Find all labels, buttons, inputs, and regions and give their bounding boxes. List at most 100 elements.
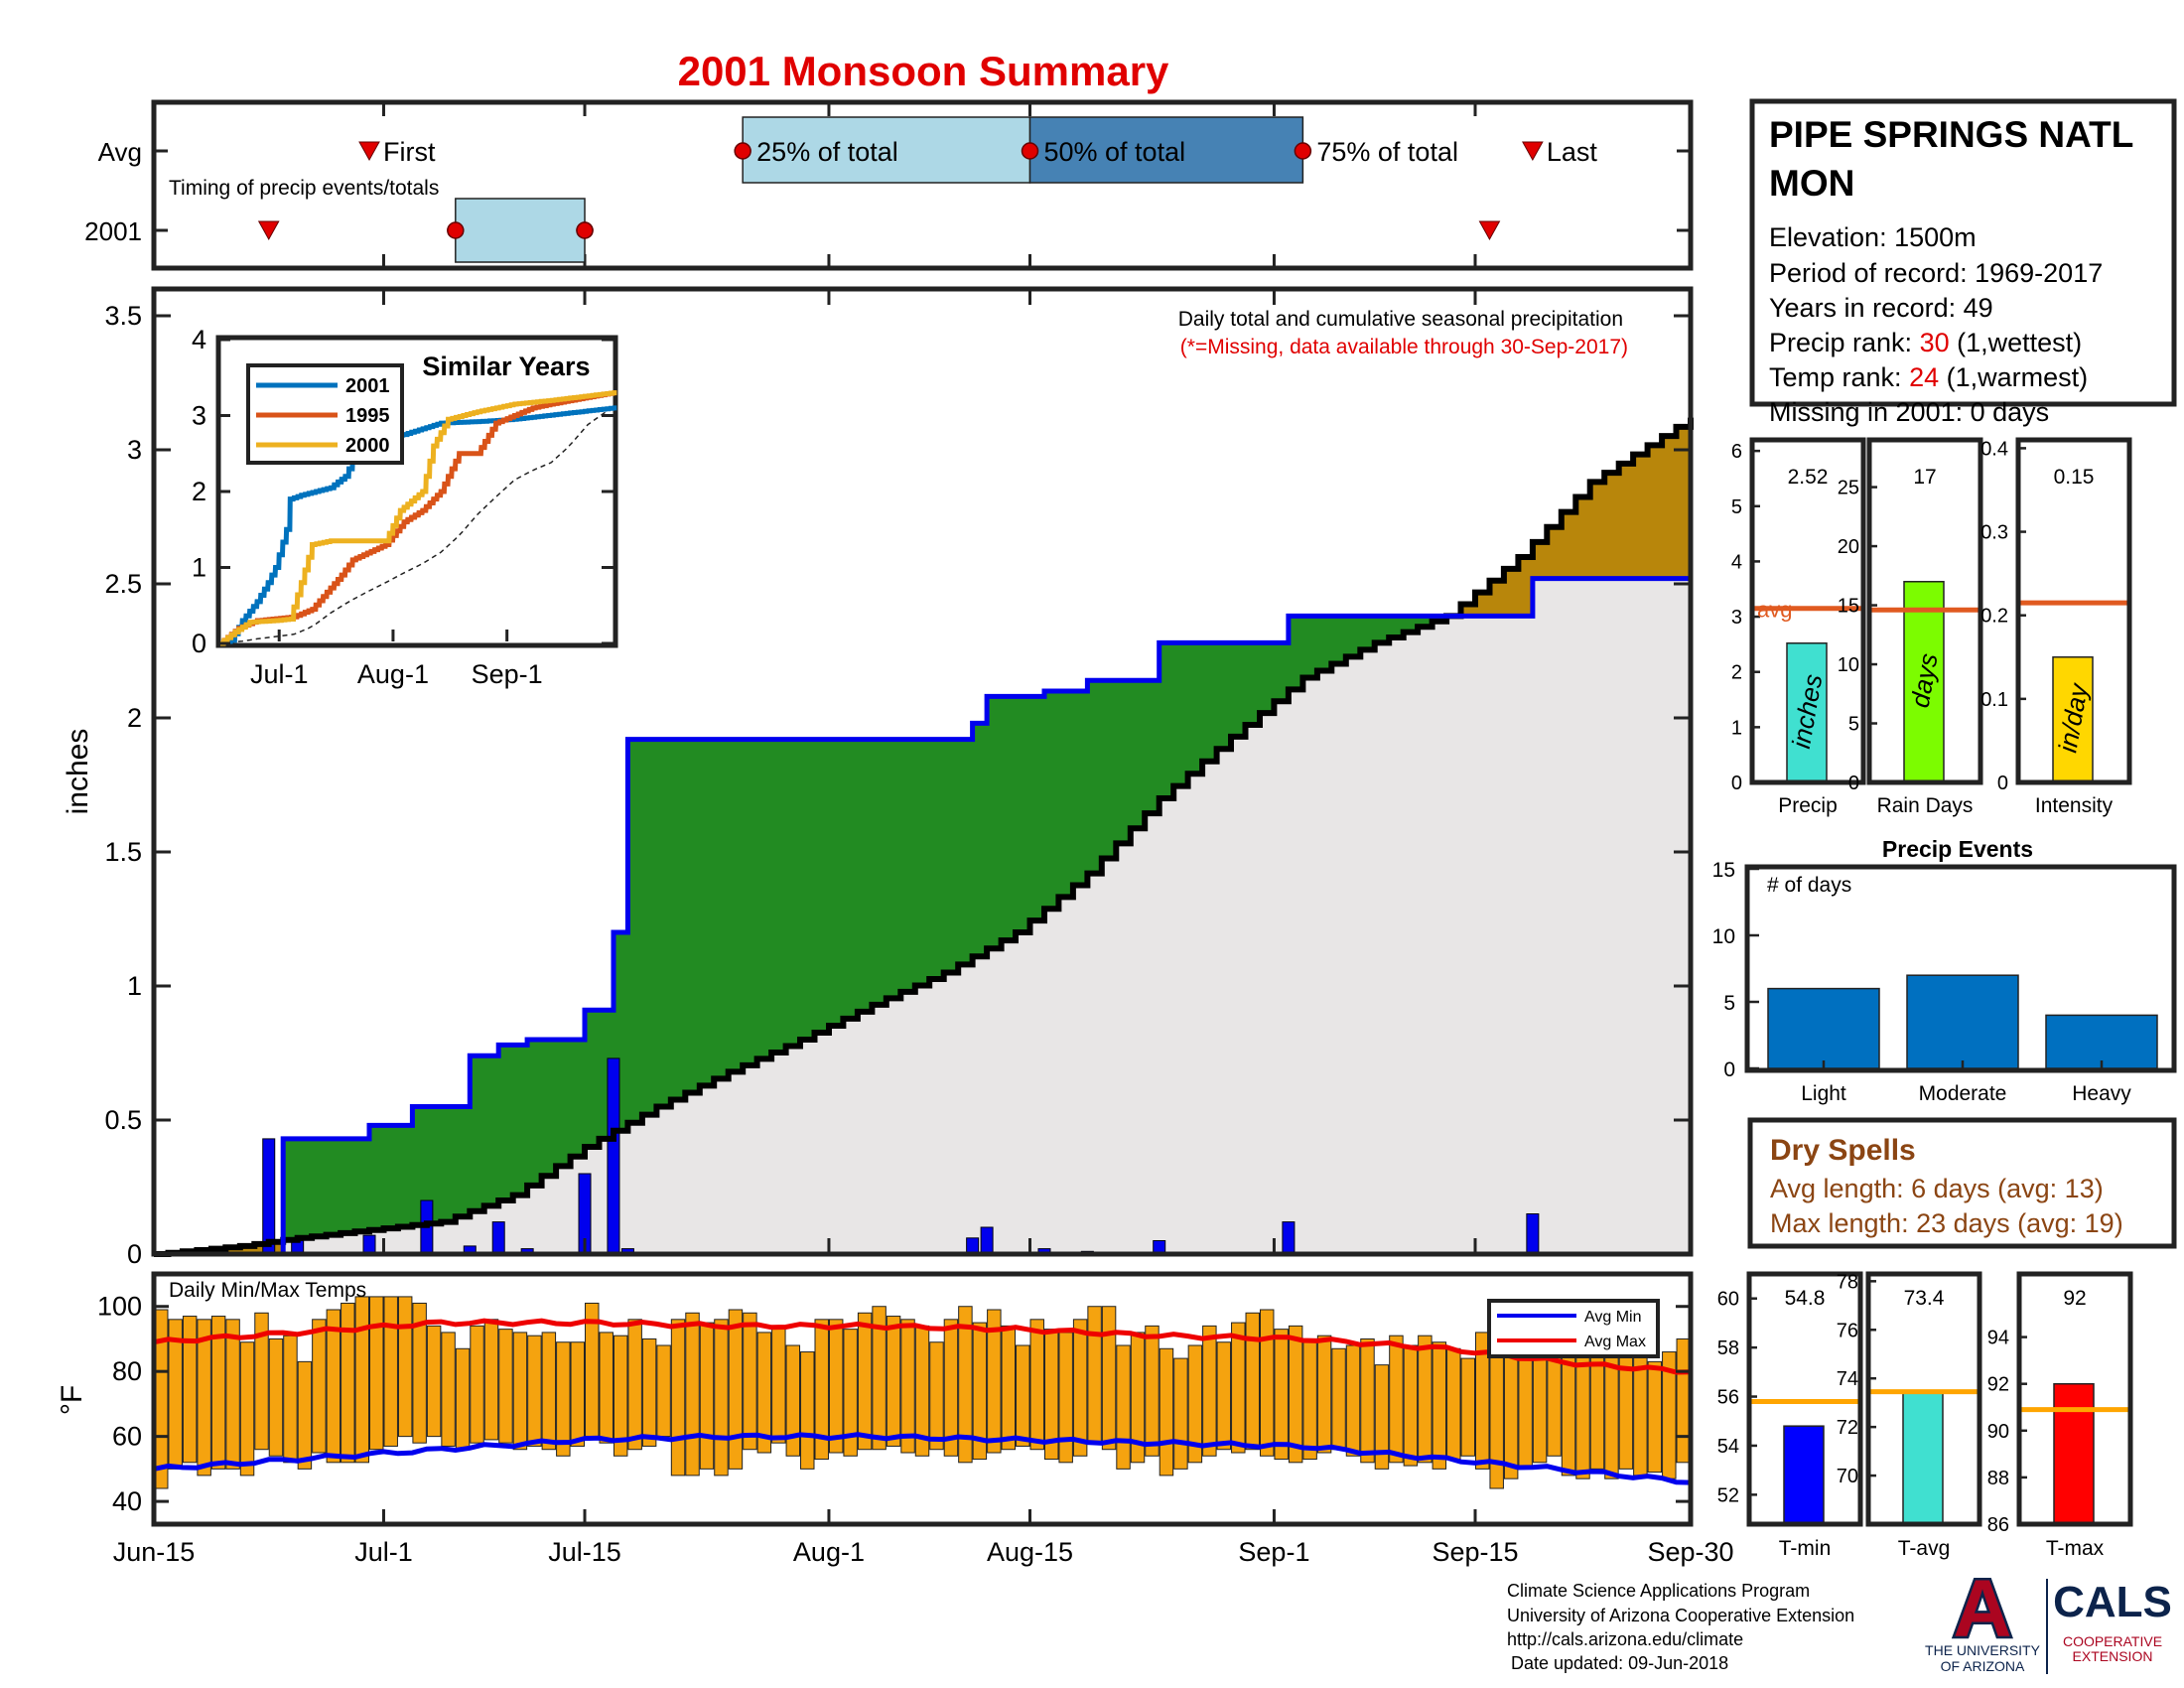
temp-range-bar — [728, 1309, 744, 1470]
stat-y-tick-label: 1 — [1731, 717, 1742, 739]
footer: Climate Science Applications Program Uni… — [1507, 1562, 2172, 1674]
above-avg-area — [154, 417, 1691, 1255]
x-tick-label: Sep-30 — [1647, 1537, 1733, 1567]
timing-row-year: 2001 — [84, 216, 142, 246]
inset-y-tick-label: 3 — [192, 401, 206, 431]
temp-stat-label: T-avg — [1898, 1537, 1951, 1560]
temp-range-bar — [1116, 1344, 1131, 1470]
first-label: First — [383, 137, 436, 167]
temp-panel-t-min: 54.8 T-min 52 54 56 58 60 — [1717, 1271, 1863, 1560]
period-of-record: Period of record: 1969-2017 — [1769, 258, 2103, 288]
temp-range-bar — [828, 1319, 844, 1454]
ua-logo-line2: OF ARIZONA — [1941, 1658, 2025, 1674]
stat-y-tick-label: 4 — [1731, 551, 1742, 573]
temp-range-bar — [556, 1341, 571, 1457]
inset-x-tick-label: Aug-1 — [357, 659, 429, 689]
temp-range-bar — [283, 1335, 298, 1464]
temp-range-bar — [699, 1322, 715, 1470]
inset-title: Similar Years — [422, 352, 590, 381]
temp-y-tick-label: 40 — [112, 1486, 142, 1516]
avg-first-marker — [358, 141, 380, 162]
event-y-tick-label: 10 — [1712, 925, 1735, 948]
temp-range-bar — [210, 1316, 226, 1470]
temp-stat-y-tick-label: 56 — [1717, 1387, 1739, 1409]
stat-y-tick-label: 2 — [1731, 662, 1742, 684]
temp-range-bar — [1575, 1337, 1590, 1479]
y-tick-label: 0.5 — [104, 1105, 142, 1135]
years-in-record: Years in record: 49 — [1769, 293, 1993, 323]
temp-range-bar — [512, 1332, 528, 1451]
stat-y-tick-label: 0.4 — [1980, 438, 2008, 460]
stat-panel-frame — [2015, 437, 2132, 785]
temps-ylabel: °F — [56, 1385, 88, 1415]
temp-range-bar — [1589, 1351, 1605, 1470]
temp-stat-y-tick-label: 58 — [1717, 1337, 1739, 1359]
temp-range-bar — [1302, 1337, 1317, 1461]
temp-range-bar — [1345, 1344, 1361, 1457]
daily-precip-bar — [607, 1057, 620, 1255]
event-bar — [2045, 1014, 2158, 1069]
temp-range-bar — [1016, 1344, 1030, 1447]
temp-stat-label: T-min — [1779, 1537, 1832, 1560]
temp-range-bar — [498, 1329, 513, 1444]
temp-range-bar — [972, 1322, 988, 1461]
stat-bar — [2052, 656, 2094, 783]
temp-panel-t-max: 92 T-max 86 88 90 92 94 — [1987, 1271, 2133, 1560]
temp-panel-t-avg: 73.4 T-avg 70 72 74 76 78 — [1837, 1271, 1982, 1560]
year-quartile-box — [455, 198, 586, 263]
temp-stat-bar — [2053, 1382, 2095, 1525]
temp-range-bar — [297, 1360, 313, 1470]
temp-range-bar — [843, 1329, 858, 1457]
temp-range-bar — [1474, 1332, 1490, 1470]
legend-avg-min: Avg Min — [1584, 1309, 1642, 1326]
temp-range-bar — [1331, 1347, 1346, 1451]
temp-range-bar — [756, 1332, 772, 1454]
temp-range-bar — [1446, 1347, 1461, 1461]
inset-legend-label: 2000 — [345, 435, 390, 457]
temp-range-bar — [441, 1332, 456, 1447]
temp-range-bar — [268, 1337, 284, 1457]
year-q75-marker — [576, 221, 594, 239]
temp-range-bar — [197, 1319, 211, 1477]
avg-last-marker — [1522, 141, 1544, 162]
station-info-box: PIPE SPRINGS NATL MON Elevation: 1500m P… — [1749, 98, 2177, 427]
inset-y-tick-label: 4 — [192, 325, 206, 354]
page-title: 2001 Monsoon Summary — [678, 48, 1169, 94]
temp-range-bar — [1259, 1309, 1275, 1457]
stat-panel-frame — [1866, 437, 1983, 785]
temp-range-bar — [154, 1309, 169, 1489]
temp-range-bar — [1159, 1347, 1174, 1477]
temp-range-bar — [670, 1319, 686, 1477]
cumulative-avg-line — [154, 417, 1694, 1257]
elevation: Elevation: 1500m — [1769, 222, 1977, 252]
x-tick-label: Sep-15 — [1432, 1537, 1518, 1567]
temp-range-bar — [641, 1337, 657, 1447]
temp-range-bar — [886, 1316, 901, 1447]
station-name-line2: MON — [1769, 163, 1854, 204]
events-note: # of days — [1767, 874, 1851, 897]
temp-range-bar — [1274, 1329, 1289, 1461]
main-note-line1: Daily total and cumulative seasonal prec… — [1178, 308, 1623, 331]
stat-y-tick-label: 10 — [1838, 654, 1859, 676]
event-y-tick-label: 5 — [1723, 992, 1735, 1015]
temp-range-bar — [239, 1341, 255, 1477]
temp-stat-y-tick-label: 60 — [1717, 1289, 1739, 1311]
y-tick-label: 1 — [127, 971, 142, 1001]
temp-stat-y-tick-label: 76 — [1837, 1320, 1858, 1341]
timing-row-avg: Avg — [98, 137, 142, 167]
temp-stat-bar — [1902, 1392, 1944, 1525]
avg-q50-marker — [1021, 142, 1039, 160]
y-tick-label: 2 — [127, 703, 142, 733]
daily-precip-bar — [980, 1226, 994, 1255]
stat-y-tick-label: 15 — [1838, 596, 1859, 618]
stat-value: 2.52 — [1788, 466, 1829, 489]
footer-line3: http://cals.arizona.edu/climate — [1507, 1629, 1743, 1649]
temp-range-bar — [426, 1325, 442, 1438]
footer-line4: Date updated: 09-Jun-2018 — [1511, 1653, 1728, 1673]
temp-stat-y-tick-label: 70 — [1837, 1466, 1858, 1487]
avg-min-line — [153, 1432, 1692, 1485]
inset-y-tick-label: 1 — [192, 553, 206, 583]
y-tick-label: 1.5 — [104, 837, 142, 867]
event-bar — [1906, 974, 2019, 1069]
